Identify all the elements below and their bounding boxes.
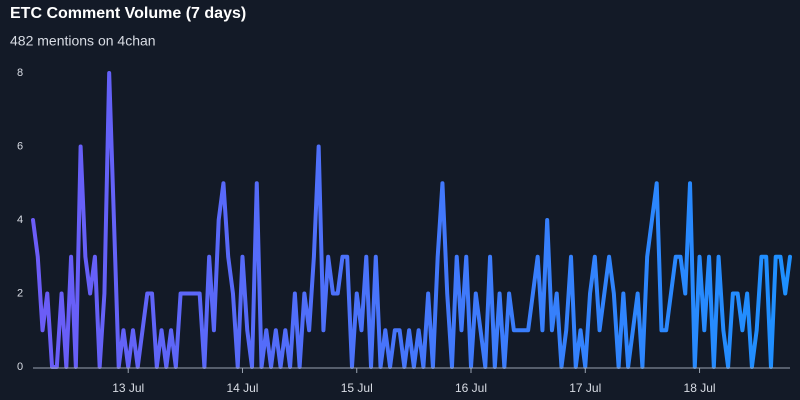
x-tick-label: 13 Jul [112, 381, 144, 395]
x-tick-label: 18 Jul [684, 381, 716, 395]
y-tick-label: 8 [17, 67, 23, 79]
x-tick-label: 14 Jul [226, 381, 258, 395]
x-tick-label: 15 Jul [341, 381, 373, 395]
x-tick-label: 17 Jul [569, 381, 601, 395]
chart-title: ETC Comment Volume (7 days) [10, 5, 246, 22]
line [31, 71, 792, 369]
chart-subtitle: 482 mentions on 4chan [10, 33, 156, 49]
y-tick-label: 6 [17, 140, 23, 152]
y-tick-label: 2 [17, 287, 23, 299]
y-tick-label: 4 [17, 214, 23, 226]
x-tick-label: 16 Jul [455, 381, 487, 395]
y-tick-label: 0 [17, 361, 23, 373]
